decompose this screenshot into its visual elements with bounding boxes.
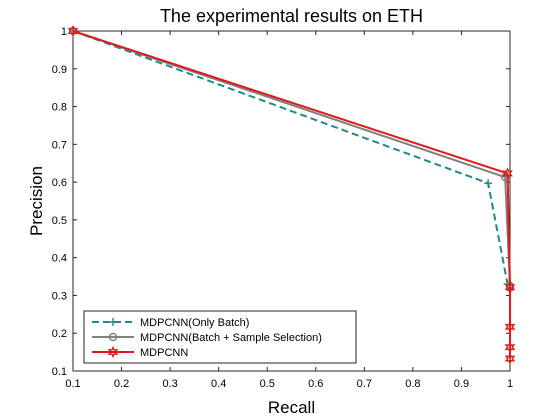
y-tick-label: 1 [61,26,67,38]
series-line [72,30,511,289]
legend-label: MDPCNN(Batch + Sample Selection) [140,332,322,344]
data-point-marker [504,352,516,365]
series-group [67,24,516,365]
y-axis-label: Precision [27,166,46,236]
data-point-marker [67,24,79,38]
y-tick-label: 0.5 [52,215,67,227]
data-point-marker [504,320,516,333]
x-tick-label: 0.8 [405,378,420,390]
x-tick-label: 0.6 [308,378,323,390]
data-point-marker [108,332,118,342]
y-tick-label: 0.4 [52,253,67,265]
x-tick-label: 0.1 [65,378,80,390]
y-tick-label: 0.2 [52,328,67,340]
x-tick-label: 0.3 [162,378,177,390]
y-tick-label: 0.8 [52,102,67,114]
y-tick-label: 0.7 [52,139,67,151]
x-tick-label: 0.4 [211,378,226,390]
y-tick-label: 0.1 [52,366,67,378]
y-tick-label: 0.9 [52,64,67,76]
x-tick-label: 0.9 [454,378,469,390]
data-point-marker [109,318,117,326]
x-tick-label: 0.7 [357,378,372,390]
data-point-marker [484,179,493,188]
data-point-marker [502,167,513,180]
legend-label: MDPCNN [140,347,188,359]
legend-label: MDPCNN(Only Batch) [140,317,249,329]
data-point-marker [504,341,516,354]
x-tick-label: 0.5 [260,378,275,390]
x-axis-label: Recall [268,398,315,417]
chart-title: The experimental results on ETH [160,6,423,26]
series-layer [67,24,516,365]
data-point-marker [504,280,516,294]
legend: MDPCNN(Only Batch) MDPCNN(Batch + Sample … [83,310,357,364]
data-point-marker [107,345,119,359]
x-tick-label: 0.2 [114,378,129,390]
series-line [72,30,511,359]
y-tick-label: 0.3 [52,290,67,302]
tick-labels: 0.1 0.2 0.3 0.4 0.5 0.6 0.7 0.8 0.9 1 0.1 0.2 0.3 0.4… [52,26,513,390]
y-tick-label: 0.6 [52,177,67,189]
x-tick-label: 1 [507,378,513,390]
